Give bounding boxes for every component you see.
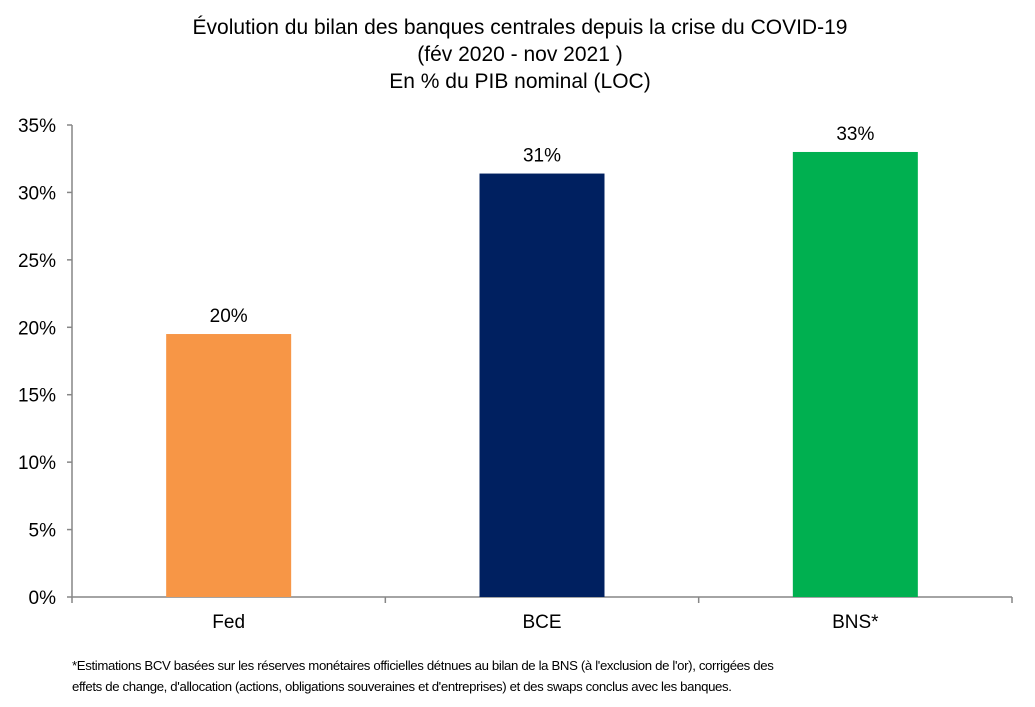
chart-title: Évolution du bilan des banques centrales… — [0, 14, 1035, 95]
y-tick-label: 30% — [18, 183, 56, 204]
data-label: 33% — [836, 124, 874, 145]
y-tick-label: 35% — [18, 116, 56, 137]
y-tick-label: 20% — [18, 318, 56, 339]
title-line-1: Évolution du bilan des banques centrales… — [192, 16, 848, 39]
y-tick-label: 10% — [18, 453, 56, 474]
y-tick-label: 25% — [18, 251, 56, 272]
y-tick-label: 15% — [18, 386, 56, 407]
data-label: 20% — [210, 306, 248, 327]
title-line-2: (fév 2020 - nov 2021 ) — [417, 43, 623, 66]
x-tick-label: BCE — [522, 612, 561, 633]
y-tick-label: 5% — [29, 521, 57, 542]
bar-fed — [166, 334, 292, 597]
x-tick-label: Fed — [212, 612, 245, 633]
x-tick-label: BNS* — [832, 612, 879, 633]
footnote: *Estimations BCV basées sur les réserves… — [72, 655, 774, 697]
footnote-line-2: effets de change, d'allocation (actions,… — [72, 679, 732, 694]
y-tick-label: 0% — [29, 588, 57, 609]
bar-bce — [479, 173, 605, 597]
title-line-3: En % du PIB nominal (LOC) — [389, 70, 651, 93]
footnote-line-1: *Estimations BCV basées sur les réserves… — [72, 658, 774, 673]
data-label: 31% — [523, 146, 561, 167]
bar-bns — [792, 151, 918, 597]
